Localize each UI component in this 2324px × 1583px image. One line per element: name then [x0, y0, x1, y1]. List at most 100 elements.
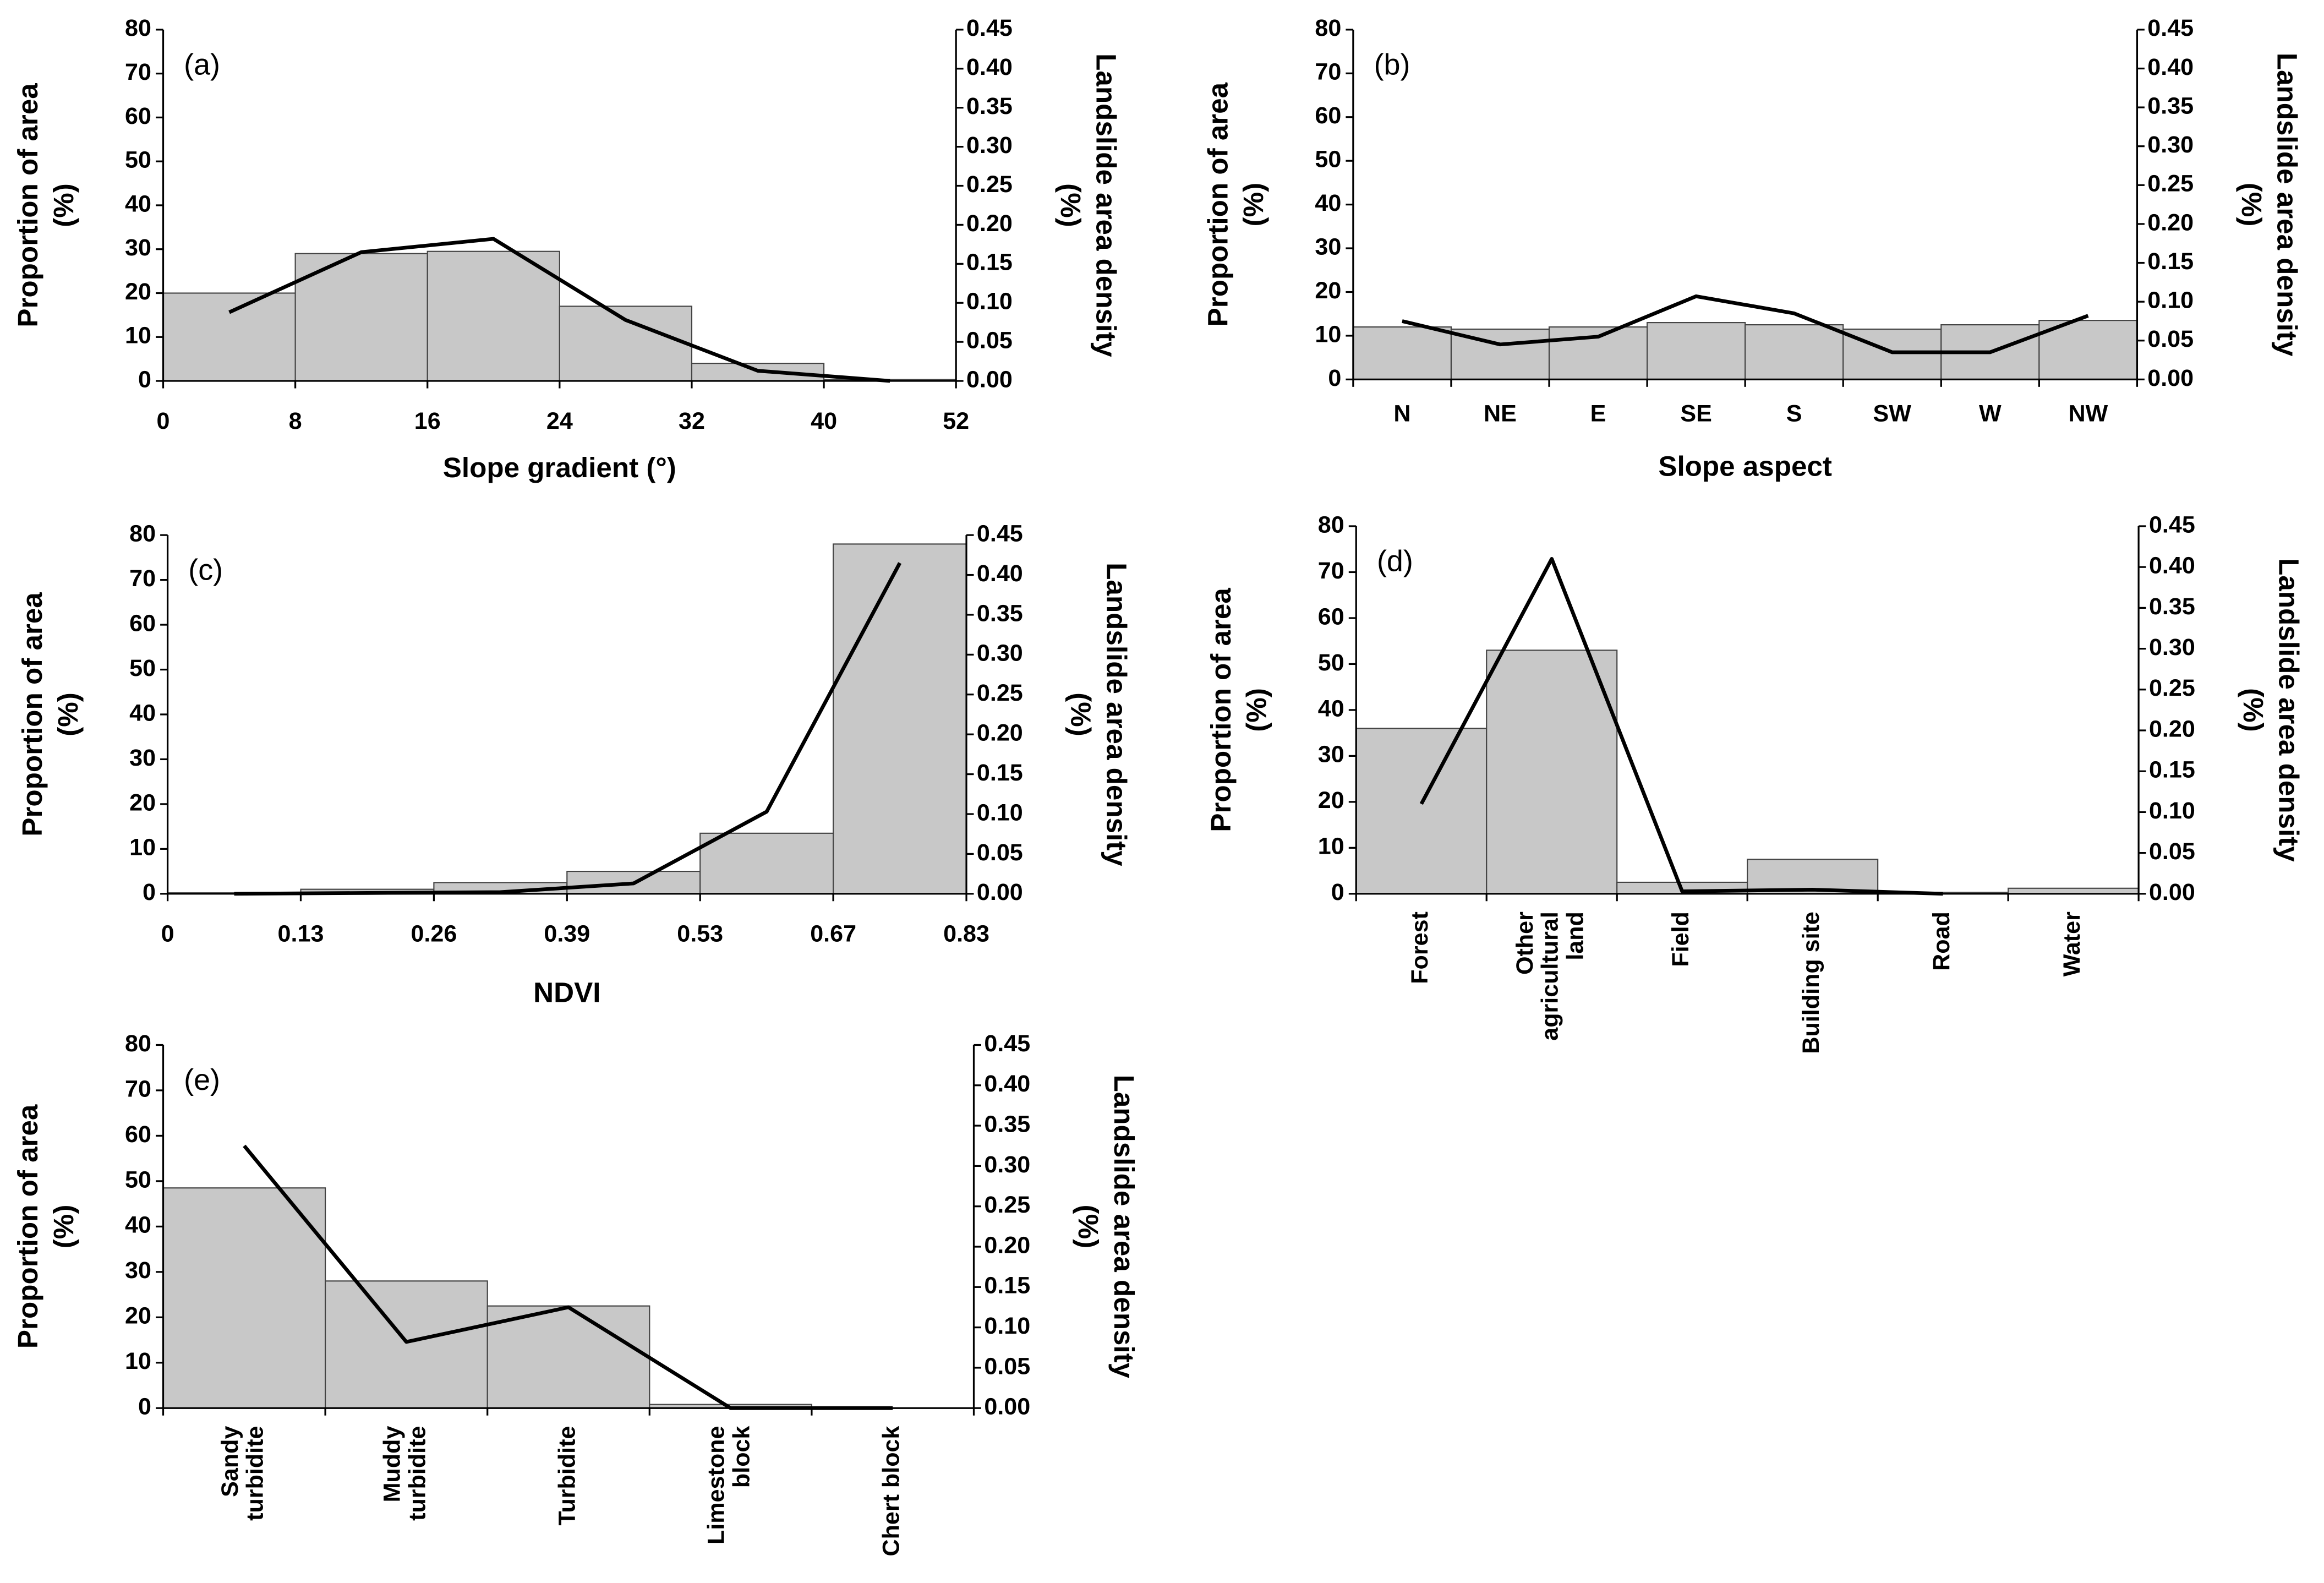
y-tick-label: 60	[129, 610, 156, 636]
y2-tick-label: 0.05	[2149, 838, 2195, 865]
x-tick-label: 0.83	[943, 921, 989, 947]
y2-tick-label: 0.45	[977, 521, 1023, 547]
y2-tick-label: 0.30	[2147, 132, 2194, 158]
y-axis-title: Proportion of area (%)	[1205, 588, 1272, 832]
y-tick-label: 80	[125, 15, 151, 41]
y-tick-label: 80	[1315, 15, 1341, 41]
y-tick-label: 40	[1315, 190, 1341, 216]
y-tick-label: 50	[1318, 649, 1344, 676]
y2-tick-label: 0.15	[2149, 757, 2195, 783]
bar	[162, 1187, 326, 1409]
x-tick-label: 0.26	[411, 921, 457, 947]
y-tick-label: 30	[125, 1257, 151, 1284]
y-tick-label: 0	[1331, 879, 1344, 905]
text-line: Proportion of area	[12, 1104, 43, 1349]
text-line: Landslide area density	[1101, 563, 1133, 866]
x-tick-label: W	[1979, 400, 2002, 427]
x-tick-label: 0	[157, 408, 170, 434]
y2-tick-label: 0.35	[2147, 92, 2194, 119]
x-tick-label: Chert block	[878, 1426, 905, 1557]
x-tick-label: SW	[1873, 400, 1912, 427]
y2-tick-label: 0.10	[2147, 287, 2194, 314]
y2-tick-label: 0.45	[2147, 15, 2194, 41]
x-axis-title: Slope gradient (°)	[443, 452, 676, 483]
y-tick-label: 20	[1315, 277, 1341, 304]
y-tick-label: 30	[125, 234, 151, 261]
x-tick-label: E	[1590, 400, 1606, 427]
panel-label: (c)	[188, 554, 223, 587]
x-tick-label: Field	[1667, 911, 1694, 967]
y2-axis-title: Landslide area density(%)	[1055, 53, 1122, 357]
text-line: land	[1562, 911, 1589, 960]
text-line: (%)	[1240, 688, 1272, 732]
y2-tick-label: 0.00	[2147, 365, 2194, 391]
y-tick-label: 30	[1315, 233, 1341, 260]
bar	[1486, 649, 1618, 894]
text-line: Landslide area density	[1108, 1075, 1140, 1379]
y-tick-label: 40	[125, 190, 151, 217]
y2-tick-label: 0.40	[966, 54, 1013, 80]
bar	[699, 832, 834, 894]
y2-tick-label: 0.30	[977, 640, 1023, 667]
y-tick-label: 10	[125, 1348, 151, 1374]
line	[1419, 556, 1943, 896]
y-tick-label: 60	[125, 103, 151, 129]
x-tick-label: 32	[679, 408, 705, 434]
text-line: Proportion of area	[12, 83, 43, 327]
text-line: (%)	[2236, 183, 2268, 227]
text-line: (%)	[52, 692, 83, 736]
y2-tick-label: 0.15	[2147, 248, 2194, 275]
x-tick-label: Road	[1928, 911, 1955, 971]
y-tick-label: 70	[129, 565, 156, 592]
x-tick-label: 0.39	[544, 921, 590, 947]
text-line: turbidite	[404, 1426, 431, 1521]
bar	[1352, 326, 1452, 380]
y2-tick-label: 0.45	[966, 15, 1013, 41]
x-tick-label: Otheragriculturalland	[1512, 911, 1589, 1041]
y2-tick-label: 0.35	[984, 1111, 1030, 1137]
y2-tick-label: 0.45	[984, 1030, 1030, 1057]
y-axis-title: Proportion of area (%)	[12, 83, 79, 327]
x-tick-label: 40	[811, 408, 837, 434]
x-tick-label: 8	[289, 408, 302, 434]
y-tick-label: 50	[1315, 146, 1341, 173]
bar	[1355, 728, 1488, 894]
text-line: (%)	[1238, 183, 1269, 227]
y-tick-label: 20	[1318, 787, 1344, 814]
y-tick-label: 10	[129, 834, 156, 861]
x-tick-label: NW	[2068, 400, 2108, 427]
text-line: Sandy	[217, 1426, 243, 1497]
y-tick-label: 70	[125, 59, 151, 85]
text-line: (%)	[1055, 183, 1086, 227]
bar	[486, 1305, 650, 1409]
y-axis-title: Proportion of area (%)	[1202, 82, 1269, 326]
y2-tick-label: 0.30	[966, 132, 1013, 159]
panel-label: (d)	[1377, 545, 1413, 578]
y2-tick-label: 0.10	[2149, 798, 2195, 824]
x-tick-label: Turbidite	[554, 1426, 580, 1526]
y2-tick-label: 0.20	[2149, 716, 2195, 742]
y-tick-label: 40	[1318, 695, 1344, 722]
y-tick-label: 60	[125, 1121, 151, 1148]
y-axis-title: Proportion of area (%)	[17, 592, 84, 837]
text-line: Landslide area density	[2272, 53, 2303, 357]
text-line: Muddy	[379, 1426, 406, 1503]
y-tick-label: 10	[125, 323, 151, 349]
y2-tick-label: 0.20	[984, 1232, 1030, 1258]
y2-tick-label: 0.40	[2147, 54, 2194, 80]
x-tick-label: Sandyturbidite	[217, 1426, 269, 1521]
x-tick-label: NE	[1484, 400, 1517, 427]
bar	[833, 543, 967, 894]
y2-tick-label: 0.25	[984, 1192, 1030, 1218]
y2-axis-title: Landslide area density(%)	[1065, 563, 1133, 866]
y-tick-label: 50	[125, 1166, 151, 1193]
text-line: (%)	[2238, 688, 2269, 732]
bar	[1647, 322, 1746, 380]
y-tick-label: 80	[129, 521, 156, 547]
y2-tick-label: 0.30	[984, 1151, 1030, 1178]
y2-tick-label: 0.35	[2149, 593, 2195, 620]
text-line: (%)	[1065, 692, 1097, 736]
x-tick-label: Water	[2059, 911, 2085, 976]
